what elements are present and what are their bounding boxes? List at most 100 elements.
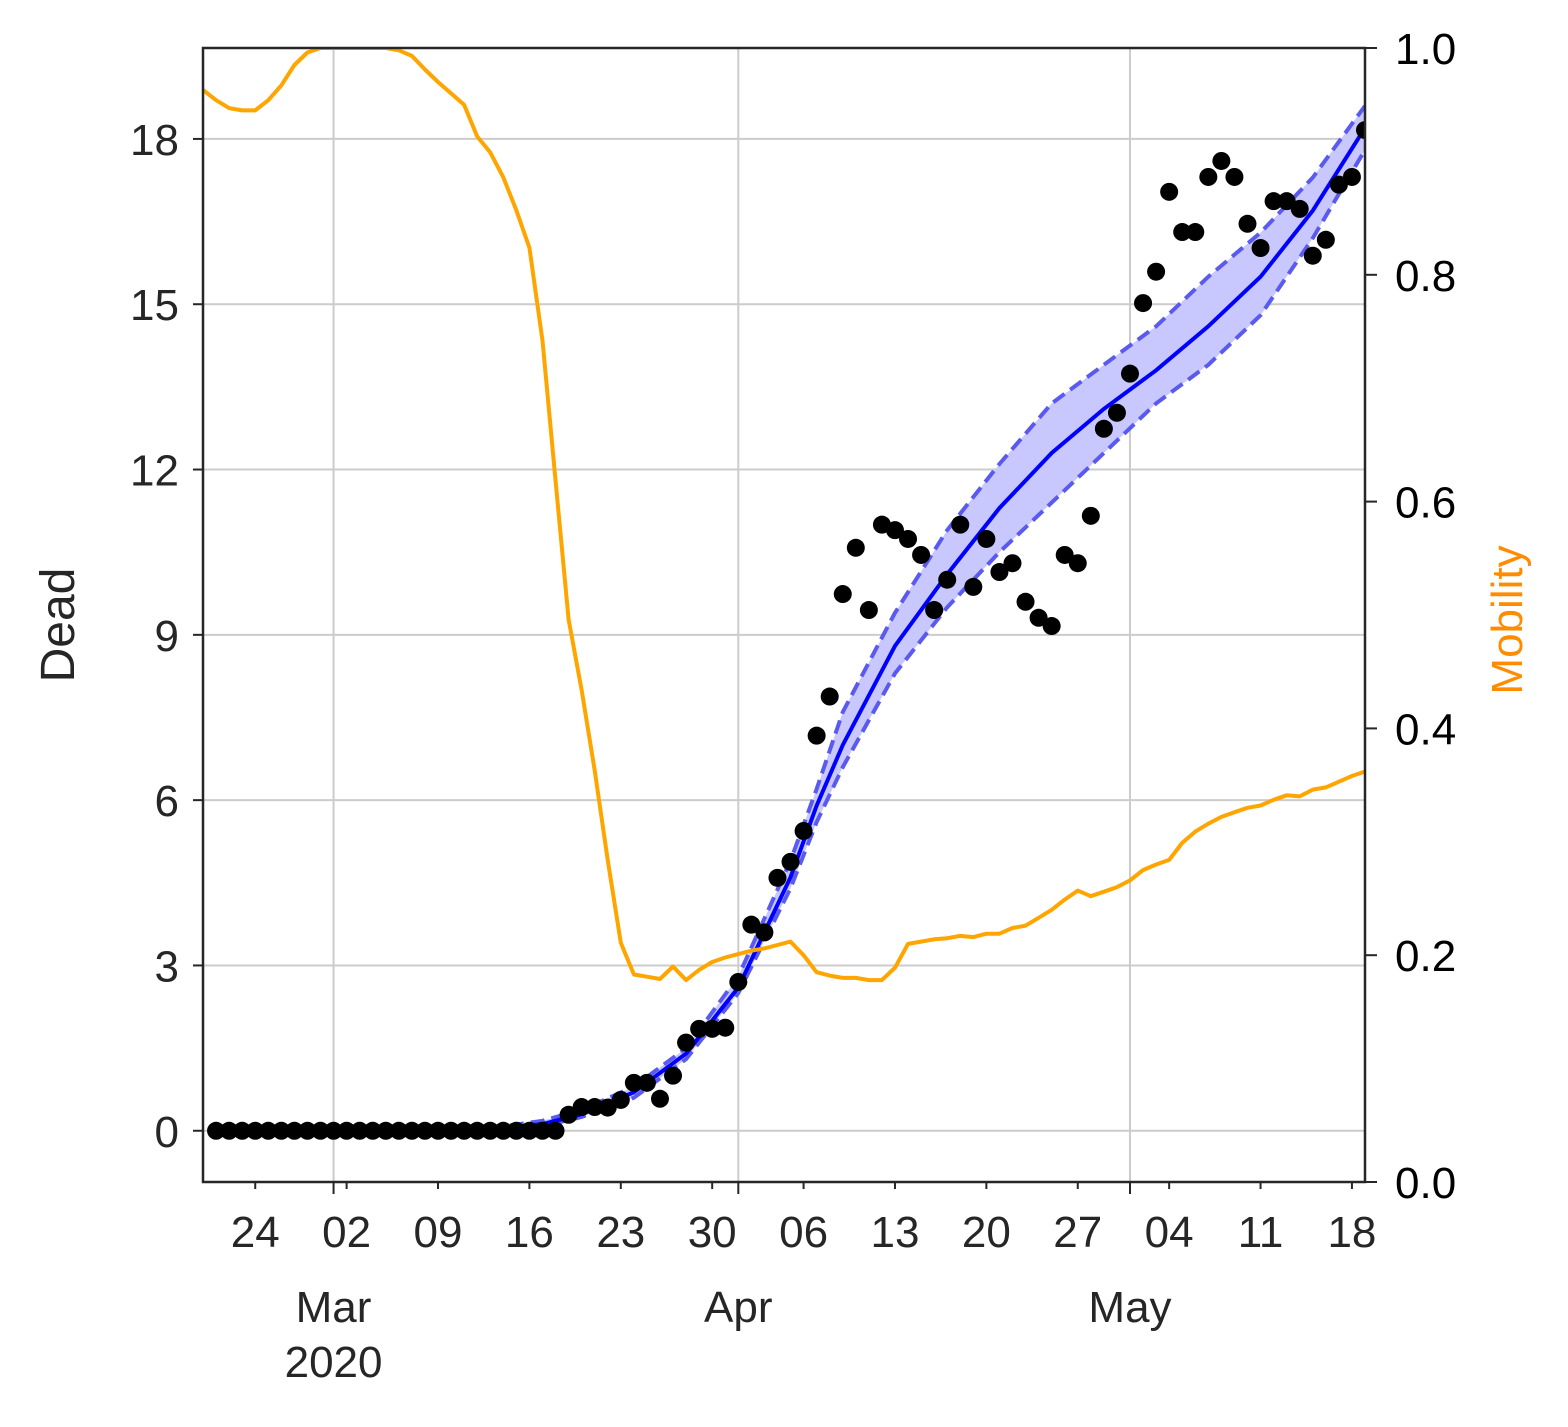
data-point (1055, 545, 1074, 564)
data-point (363, 1121, 382, 1140)
data-point (1068, 554, 1087, 573)
y-tick-label: 0 (155, 1108, 179, 1157)
x-minor-tick-label: 06 (779, 1208, 828, 1257)
data-point (233, 1121, 252, 1140)
x-minor-tick-label: 16 (505, 1208, 554, 1257)
data-point (546, 1121, 565, 1140)
data-point (259, 1121, 278, 1140)
plot-frame (201, 46, 1367, 1184)
data-point (755, 923, 774, 942)
y2-tick-label: 0.0 (1395, 1159, 1456, 1208)
y-tick-label: 12 (130, 447, 179, 496)
data-point (559, 1105, 578, 1124)
data-point (1120, 364, 1139, 383)
data-point (298, 1121, 317, 1140)
data-point (1094, 419, 1113, 438)
data-point (324, 1121, 343, 1140)
data-point (977, 529, 996, 548)
data-point (311, 1121, 330, 1140)
data-point (859, 601, 878, 620)
data-point (507, 1121, 526, 1140)
data-point (729, 972, 748, 991)
data-point (1107, 403, 1126, 422)
plot-area (203, 48, 1365, 1140)
data-point (246, 1121, 265, 1140)
data-point (533, 1121, 552, 1140)
x-minor-tick-label: 13 (871, 1208, 920, 1257)
data-point (455, 1121, 474, 1140)
y2-tick-label: 1.0 (1395, 25, 1456, 74)
data-point (442, 1121, 461, 1140)
data-point (285, 1121, 304, 1140)
data-point (1029, 608, 1048, 627)
y2-tick-label: 0.2 (1395, 932, 1456, 981)
data-point (820, 687, 839, 706)
data-point (402, 1121, 421, 1140)
data-point (846, 538, 865, 557)
data-point (481, 1121, 500, 1140)
data-point (1081, 506, 1100, 525)
data-point (272, 1121, 291, 1140)
grid (203, 48, 1365, 1182)
data-point (637, 1073, 656, 1092)
data-point (742, 915, 761, 934)
data-point (611, 1090, 630, 1109)
data-point (1042, 617, 1061, 636)
upper-bound-line (216, 104, 1365, 1133)
data-point (337, 1121, 356, 1140)
data-point (990, 563, 1009, 582)
data-point (833, 585, 852, 604)
data-point (1238, 214, 1257, 233)
data-point (572, 1098, 591, 1117)
y-tick-label: 3 (155, 942, 179, 991)
x-minor-tick-label: 09 (414, 1208, 463, 1257)
x-minor-tick-label: 24 (231, 1208, 280, 1257)
data-point (389, 1121, 408, 1140)
x-tick-label: Apr (704, 1283, 772, 1332)
data-point (885, 521, 904, 540)
data-point (598, 1098, 617, 1117)
mobility-line (203, 48, 1365, 983)
data-point (207, 1121, 226, 1140)
y-tick-label: 6 (155, 777, 179, 826)
data-point (951, 515, 970, 534)
data-point (1264, 192, 1283, 211)
data-point (690, 1019, 709, 1038)
data-point (925, 601, 944, 620)
y-tick-label: 15 (130, 281, 179, 330)
data-point (807, 726, 826, 745)
data-point (768, 868, 787, 887)
data-point (1173, 223, 1192, 242)
x-minor-tick-label: 30 (688, 1208, 737, 1257)
x-minor-tick-label: 11 (1238, 1208, 1284, 1257)
data-point (520, 1121, 539, 1140)
y-axis-label: Dead (32, 568, 85, 683)
x-minor-tick-label: 04 (1145, 1208, 1194, 1257)
data-point (716, 1018, 735, 1037)
x-minor-tick-label: 20 (962, 1208, 1011, 1257)
y2-axis-label: Mobility (1483, 545, 1532, 694)
data-point (376, 1121, 395, 1140)
data-point (415, 1121, 434, 1140)
data-point (1290, 199, 1309, 218)
data-point (1342, 167, 1361, 186)
data-point (794, 822, 813, 840)
data-point (429, 1121, 448, 1140)
x-minor-tick-label: 02 (322, 1208, 371, 1257)
data-point (1003, 554, 1022, 573)
data-point (677, 1033, 696, 1052)
data-point (1134, 294, 1153, 313)
y-tick-label: 18 (130, 116, 179, 165)
data-point (703, 1019, 722, 1038)
data-point (1251, 239, 1270, 258)
data-point (1316, 230, 1335, 249)
x-minor-tick-label: 27 (1053, 1208, 1102, 1257)
data-point (1329, 175, 1348, 194)
data-point (1277, 192, 1296, 211)
data-point (1199, 167, 1218, 186)
data-point (494, 1121, 513, 1140)
data-point (1186, 223, 1205, 242)
data-point (585, 1098, 604, 1117)
data-point (912, 545, 931, 564)
